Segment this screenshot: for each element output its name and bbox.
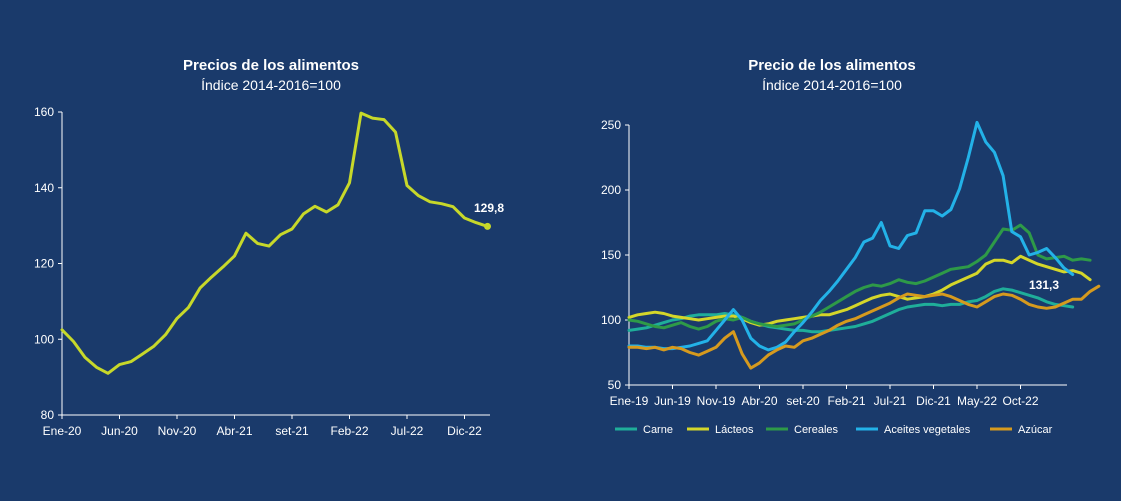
chart2-x-tick-label: May-22 [957,394,997,408]
chart1-x-tick-label: Feb-22 [330,424,368,438]
chart2-x-tick-label: Nov-19 [697,394,736,408]
chart2-x-tick-label: set-20 [786,394,820,408]
chart2-x-tick-label: Dic-21 [916,394,951,408]
chart1-series [60,111,491,375]
chart1-y-tick-label: 100 [34,332,54,346]
chart1-x-tick-label: Jul-22 [391,424,424,438]
chart2-series-line-3 [627,120,1075,352]
chart2-series-line-2 [627,223,1092,331]
chart1-y-tick-label: 80 [41,408,55,422]
chart1-x-tick-label: Jun-20 [101,424,138,438]
chart1-end-point [484,222,491,230]
chart-food-prices: Precios de los alimentos Índice 2014-201… [34,57,504,438]
chart1-title: Precios de los alimentos [183,57,359,74]
chart2-title: Precio de los alimentos [748,57,916,74]
chart1-x-tick-label: Nov-20 [158,424,197,438]
chart2-series [627,120,1101,370]
chart1-x-tick-label: set-21 [275,424,309,438]
chart2-x-tick-label: Feb-21 [827,394,865,408]
chart2-series-line-1 [627,254,1092,327]
chart2-series-line-4 [627,284,1101,370]
chart2-y-tick-label: 150 [601,248,621,262]
chart2-x-tick-label: Oct-22 [1002,394,1038,408]
chart2-y-tick-label: 250 [601,118,621,132]
chart1-x-tick-label: Abr-21 [216,424,252,438]
legend-label-2: Cereales [794,424,839,436]
legend-label-4: Azúcar [1018,424,1053,436]
chart1-x-tick-label: Dic-22 [447,424,482,438]
chart1-x-ticks: Ene-20 Jun-20 Nov-20 Abr-21 set-21 Feb-22 Jul-… [43,415,482,438]
chart-food-price-categories: Precio de los alimentos Índice 2014-2016… [601,57,1101,436]
chart1-subtitle: Índice 2014-2016=100 [201,77,341,93]
chart2-series-line-0 [627,287,1075,334]
chart2-x-tick-label: Ene-19 [610,394,649,408]
chart2-x-tick-label: Abr-20 [741,394,777,408]
legend-label-1: Lácteos [715,424,754,436]
chart1-y-tick-label: 140 [34,181,54,195]
chart1-y-tick-label: 120 [34,257,54,271]
chart1-last-value-label: 129,8 [474,201,504,215]
chart2-y-tick-label: 100 [601,313,621,327]
chart2-x-ticks: Ene-19 Jun-19 Nov-19 Abr-20 set-20 Feb-21 Jul-… [610,385,1039,408]
legend-label-3: Aceites vegetales [884,424,971,436]
chart2-y-ticks: 50 100 150 200 250 [601,118,629,392]
chart2-last-value-label: 131,3 [1029,278,1059,292]
chart2-legend: Carne Lácteos Cereales Aceites vegetales Azú… [615,424,1053,436]
chart2-y-tick-label: 200 [601,183,621,197]
chart1-x-tick-label: Ene-20 [43,424,82,438]
chart2-x-tick-label: Jul-21 [874,394,907,408]
chart2-y-tick-label: 50 [608,378,622,392]
chart1-y-ticks: 80 100 120 140 160 [34,105,62,422]
chart2-subtitle: Índice 2014-2016=100 [762,77,902,93]
legend-label-0: Carne [643,424,673,436]
chart1-series-line-0 [60,111,489,375]
chart1-y-tick-label: 160 [34,105,54,119]
chart2-x-tick-label: Jun-19 [654,394,691,408]
